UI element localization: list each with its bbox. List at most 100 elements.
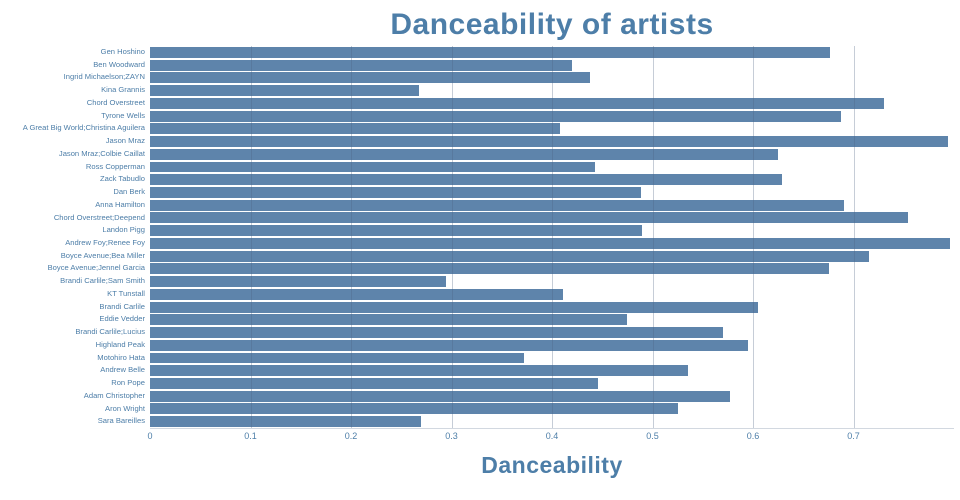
category-label: Chord Overstreet;Deepend	[53, 212, 145, 222]
chart-row: Motohiro Hata	[0, 352, 954, 365]
category-label: Aron Wright	[105, 403, 145, 413]
bar	[150, 390, 730, 402]
bar	[150, 110, 842, 122]
category-label: KT Tunstall	[107, 288, 145, 298]
category-label: Boyce Avenue;Bea Miller	[60, 250, 145, 260]
category-label: Gen Hoshino	[100, 47, 145, 56]
bar	[150, 276, 447, 288]
category-label: Brandi Carlile	[99, 301, 145, 311]
chart-row: Ben Woodward	[0, 59, 954, 72]
bar	[150, 377, 599, 389]
category-label: Landon Pigg	[102, 225, 145, 235]
chart-row: Ingrid Michaelson;ZAYN	[0, 71, 954, 84]
bar-track	[150, 364, 954, 377]
bar-track	[150, 110, 954, 123]
bar-track	[150, 377, 954, 390]
chart-row: Adam Christopher	[0, 390, 954, 403]
x-tick-label: 0.3	[445, 431, 458, 441]
bar	[150, 161, 596, 173]
bar-rows: Gen Hoshino Ben Woodward Ingrid Michaelson…	[0, 46, 954, 428]
x-tick-label: 0.1	[244, 431, 257, 441]
bar	[150, 186, 642, 198]
category-label: Andrew Foy;Renee Foy	[65, 238, 145, 248]
category-label: Ross Copperman	[85, 161, 145, 171]
chart-row: Gen Hoshino	[0, 46, 954, 59]
bar-track	[150, 71, 954, 84]
x-tick-label: 0.4	[545, 431, 559, 441]
bar-track	[150, 275, 954, 288]
plot-area: Gen Hoshino Ben Woodward Ingrid Michaelson…	[0, 46, 954, 428]
category-label: Ron Pope	[111, 378, 145, 388]
chart-row: Chord Overstreet;Deepend	[0, 212, 954, 225]
category-label: Jason Mraz;Colbie Caillat	[58, 148, 145, 158]
chart-row: Boyce Avenue;Bea Miller	[0, 250, 954, 263]
bar	[150, 174, 783, 186]
chart-row: Boyce Avenue;Jennel Garcia	[0, 262, 954, 275]
chart-row: Aron Wright	[0, 403, 954, 416]
bar	[150, 46, 831, 58]
bar-track	[150, 59, 954, 72]
chart-row: KT Tunstall	[0, 288, 954, 301]
chart-row: Tyrone Wells	[0, 110, 954, 123]
chart-row: Chord Overstreet	[0, 97, 954, 110]
bar	[150, 199, 845, 211]
bar	[150, 237, 950, 249]
bar-track	[150, 161, 954, 174]
category-label: Tyrone Wells	[101, 110, 145, 120]
bar	[150, 97, 884, 109]
category-label: Eddie Vedder	[99, 314, 145, 324]
bar-track	[150, 262, 954, 275]
bar	[150, 59, 573, 71]
bar-track	[150, 186, 954, 199]
chart-row: Kina Grannis	[0, 84, 954, 97]
category-label: Jason Mraz	[105, 136, 145, 146]
bar	[150, 301, 759, 313]
chart-row: Ron Pope	[0, 377, 954, 390]
bar-track	[150, 339, 954, 352]
chart-row: Ross Copperman	[0, 161, 954, 174]
category-label: A Great Big World;Christina Aguilera	[22, 123, 145, 133]
chart-row: Zack Tabudlo	[0, 173, 954, 186]
bar-track	[150, 403, 954, 416]
chart-row: Jason Mraz;Colbie Caillat	[0, 148, 954, 161]
bar-track	[150, 390, 954, 403]
bar-track	[150, 173, 954, 186]
bar-track	[150, 135, 954, 148]
category-label: Sara Bareilles	[97, 416, 145, 426]
x-axis-ticks: 0 0.1 0.2 0.3 0.4 0.5 0.6 0.7	[147, 431, 954, 443]
chart-row: Brandi Carlile	[0, 301, 954, 314]
bar-track	[150, 224, 954, 237]
bar	[150, 288, 564, 300]
chart-row: Anna Hamilton	[0, 199, 954, 212]
x-tick-label: 0.5	[646, 431, 659, 441]
bar	[150, 263, 830, 275]
bar-track	[150, 352, 954, 365]
chart-row: Landon Pigg	[0, 224, 954, 237]
bar-track	[150, 84, 954, 97]
bar-track	[150, 326, 954, 339]
bar	[150, 136, 948, 147]
chart-row: A Great Big World;Christina Aguilera	[0, 122, 954, 135]
chart-title: Danceability of artists	[390, 8, 714, 41]
bar	[150, 225, 643, 237]
x-tick-label: 0.2	[344, 431, 358, 441]
bar	[150, 148, 779, 160]
bar	[150, 212, 908, 224]
x-axis-line	[150, 428, 954, 429]
bar-track	[150, 415, 954, 428]
bar	[150, 85, 420, 97]
chart-row: Sara Bareilles	[0, 415, 954, 428]
category-label: Ben Woodward	[93, 59, 145, 69]
chart-row: Jason Mraz	[0, 135, 954, 148]
bar-track	[150, 97, 954, 110]
x-tick-label: 0.6	[746, 431, 760, 441]
chart-row: Brandi Carlile;Sam Smith	[0, 275, 954, 288]
category-label: Anna Hamilton	[95, 199, 145, 209]
bar-track	[150, 250, 954, 263]
category-label: Ingrid Michaelson;ZAYN	[63, 72, 145, 82]
bar-track	[150, 148, 954, 161]
bar-track	[150, 237, 954, 250]
category-label: Highland Peak	[95, 339, 145, 349]
bar	[150, 339, 748, 351]
